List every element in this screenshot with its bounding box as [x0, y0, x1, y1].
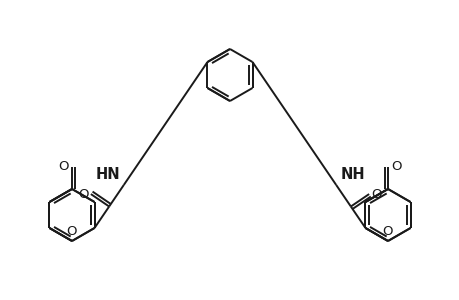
Text: HN: HN [95, 167, 119, 182]
Text: O: O [78, 188, 89, 201]
Text: NH: NH [340, 167, 364, 182]
Text: O: O [370, 188, 381, 201]
Text: O: O [67, 225, 77, 238]
Text: O: O [382, 225, 392, 238]
Text: O: O [390, 160, 401, 173]
Text: O: O [58, 160, 69, 173]
